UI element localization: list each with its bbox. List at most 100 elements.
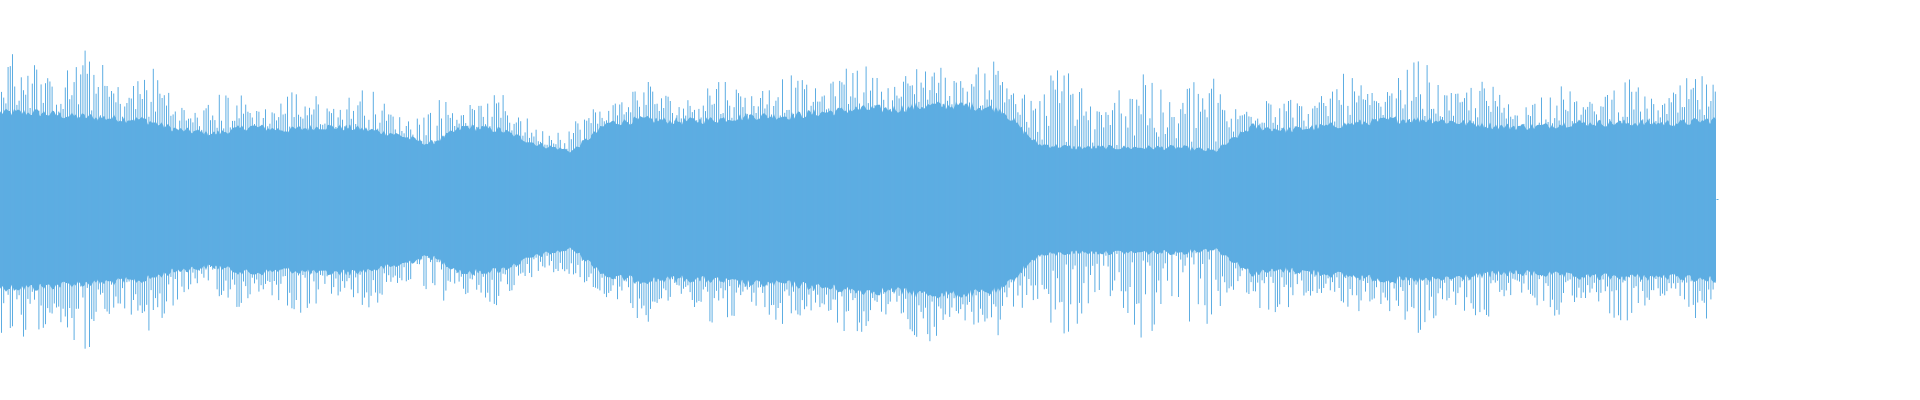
waveform-sample-bar bbox=[702, 105, 704, 290]
waveform-sample-bar bbox=[3, 97, 5, 304]
waveform-sample-bar bbox=[401, 131, 403, 281]
waveform-sample-bar bbox=[546, 144, 548, 256]
waveform-sample-bar bbox=[346, 109, 348, 282]
waveform-sample-bar bbox=[20, 77, 22, 315]
waveform-sample-bar bbox=[427, 114, 429, 259]
waveform-sample-bar bbox=[1442, 117, 1443, 300]
waveform-sample-bar bbox=[113, 93, 115, 308]
waveform-sample-bar bbox=[1131, 99, 1133, 263]
waveform-sample-bar bbox=[623, 114, 625, 280]
waveform-sample-bar bbox=[454, 126, 456, 284]
waveform-sample-bar bbox=[735, 89, 737, 293]
waveform-sample-bar bbox=[867, 103, 869, 322]
waveform-sample-bar bbox=[1382, 115, 1384, 293]
waveform-sample-bar bbox=[1285, 111, 1287, 285]
waveform-sample-bar bbox=[1602, 106, 1604, 280]
waveform-sample-bar bbox=[392, 116, 394, 278]
waveform-sample-bar bbox=[467, 125, 469, 293]
waveform-sample-bar bbox=[124, 106, 126, 309]
waveform-sample-bar bbox=[771, 114, 772, 306]
waveform-sample-bar bbox=[1435, 113, 1437, 316]
waveform-sample-bar bbox=[843, 84, 845, 331]
waveform-sample-bar bbox=[458, 123, 460, 282]
waveform-sample-bar bbox=[1186, 88, 1188, 258]
waveform-sample-bar bbox=[1235, 109, 1237, 269]
waveform-sample-bar bbox=[1501, 112, 1503, 290]
waveform-sample-bar bbox=[1178, 123, 1179, 298]
waveform-sample-bar bbox=[1358, 95, 1360, 312]
waveform-sample-bar bbox=[128, 97, 130, 282]
waveform-sample-bar bbox=[727, 100, 728, 318]
waveform-sample-bar bbox=[1184, 113, 1186, 266]
waveform-sample-bar bbox=[416, 118, 418, 264]
waveform-sample-bar bbox=[361, 90, 363, 305]
waveform-sample-bar bbox=[1129, 98, 1131, 287]
waveform-sample-bar bbox=[705, 111, 706, 287]
waveform-sample-bar bbox=[185, 120, 187, 272]
waveform-sample-bar bbox=[1631, 91, 1633, 313]
waveform-sample-bar bbox=[1648, 118, 1650, 300]
waveform-sample-bar bbox=[1472, 121, 1474, 309]
waveform-sample-bar bbox=[1411, 100, 1413, 307]
waveform-sample-bar bbox=[1138, 105, 1140, 304]
waveform-sample-bar bbox=[630, 112, 632, 304]
waveform-sample-bar bbox=[1409, 119, 1410, 286]
waveform-sample-bar bbox=[821, 96, 823, 304]
waveform-sample-bar bbox=[513, 123, 515, 286]
waveform-sample-bar bbox=[23, 90, 24, 337]
waveform-sample-bar bbox=[1534, 103, 1536, 298]
waveform-sample-bar bbox=[1505, 118, 1507, 291]
waveform-sample-bar bbox=[614, 103, 616, 280]
waveform-sample-bar bbox=[1604, 96, 1606, 292]
waveform-sample-bar bbox=[606, 120, 607, 298]
waveform-sample-bar bbox=[1499, 94, 1501, 292]
waveform-sample-bar bbox=[278, 117, 280, 301]
waveform-sample-bar bbox=[249, 113, 251, 295]
waveform-sample-bar bbox=[1213, 78, 1215, 250]
waveform-sample-bar bbox=[403, 133, 405, 268]
waveform-sample-bar bbox=[425, 135, 427, 290]
waveform-core-fill bbox=[0, 101, 1716, 299]
waveform-sample-bar bbox=[977, 67, 979, 323]
waveform-sample-bar bbox=[469, 105, 471, 279]
waveform-sample-bar bbox=[526, 118, 528, 264]
waveform-sample-bar bbox=[410, 129, 412, 280]
waveform-sample-bar bbox=[93, 74, 95, 322]
waveform-sample-bar bbox=[608, 110, 610, 293]
waveform-sample-bar bbox=[1021, 98, 1023, 308]
waveform-sample-bar bbox=[751, 96, 753, 302]
waveform-sample-bar bbox=[394, 129, 396, 276]
waveform-sample-bar bbox=[1637, 87, 1639, 304]
waveform-sample-bar bbox=[953, 81, 955, 299]
waveform-sample-bar bbox=[1035, 108, 1036, 286]
waveform-sample-bar bbox=[119, 103, 121, 304]
waveform-sample-bar bbox=[949, 96, 951, 317]
waveform-sample-bar bbox=[1615, 122, 1617, 291]
waveform-sample-bar bbox=[485, 124, 486, 298]
waveform-sample-bar bbox=[584, 119, 585, 283]
waveform-sample-bar bbox=[1239, 115, 1241, 277]
waveform-sample-bar bbox=[31, 83, 33, 292]
waveform-sample-bar bbox=[302, 118, 304, 275]
waveform-sample-bar bbox=[801, 80, 803, 301]
waveform-sample-bar bbox=[874, 105, 876, 301]
waveform-sample-bar bbox=[258, 111, 260, 292]
waveform-sample-bar bbox=[368, 119, 370, 308]
waveform-sample-bar bbox=[1048, 125, 1050, 295]
waveform-sample-bar bbox=[1347, 105, 1349, 307]
waveform-sample-bar bbox=[766, 104, 768, 286]
waveform-sample-bar bbox=[471, 108, 473, 280]
waveform-sample-bar bbox=[1070, 94, 1072, 305]
waveform-sample-bar bbox=[775, 100, 777, 320]
waveform-sample-bar bbox=[1312, 108, 1314, 292]
waveform-sample-bar bbox=[966, 91, 968, 305]
waveform-sample-bar bbox=[799, 114, 801, 316]
waveform-sample-bar bbox=[878, 108, 880, 295]
waveform-sample-bar bbox=[1351, 78, 1353, 296]
waveform-sample-bar bbox=[16, 104, 18, 300]
waveform-sample-bar bbox=[1466, 92, 1468, 298]
waveform-sample-bar bbox=[663, 108, 665, 289]
waveform-sample-bar bbox=[491, 116, 493, 280]
waveform-sample-bar bbox=[927, 99, 929, 335]
